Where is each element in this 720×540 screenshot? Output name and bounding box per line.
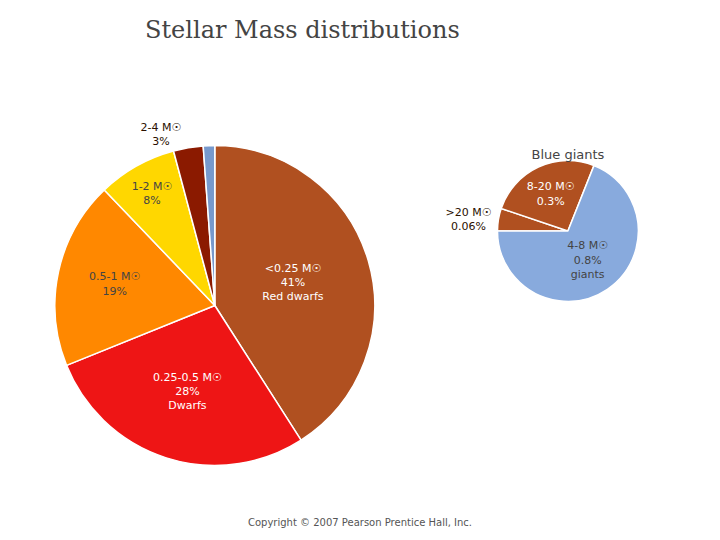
svg-text:0.5-1 M☉19%: 0.5-1 M☉19% — [89, 270, 140, 297]
svg-text:Blue giants: Blue giants — [531, 147, 604, 162]
svg-text:4-8 M☉0.8%giants: 4-8 M☉0.8%giants — [567, 239, 608, 281]
svg-text:0.25-0.5 M☉28%Dwarfs: 0.25-0.5 M☉28%Dwarfs — [153, 371, 222, 413]
svg-text:Stellar Mass distributions: Stellar Mass distributions — [145, 16, 460, 44]
svg-text:1-2 M☉8%: 1-2 M☉8% — [132, 180, 173, 207]
svg-text:2-4 M☉3%: 2-4 M☉3% — [141, 121, 182, 148]
svg-text:8-20 M☉0.3%: 8-20 M☉0.3% — [527, 180, 575, 207]
svg-text:>20 M☉0.06%: >20 M☉0.06% — [446, 206, 492, 233]
svg-text:<0.25 M☉41%Red dwarfs: <0.25 M☉41%Red dwarfs — [262, 262, 324, 304]
svg-text:Copyright © 2007 Pearson Prent: Copyright © 2007 Pearson Prentice Hall, … — [248, 517, 472, 528]
